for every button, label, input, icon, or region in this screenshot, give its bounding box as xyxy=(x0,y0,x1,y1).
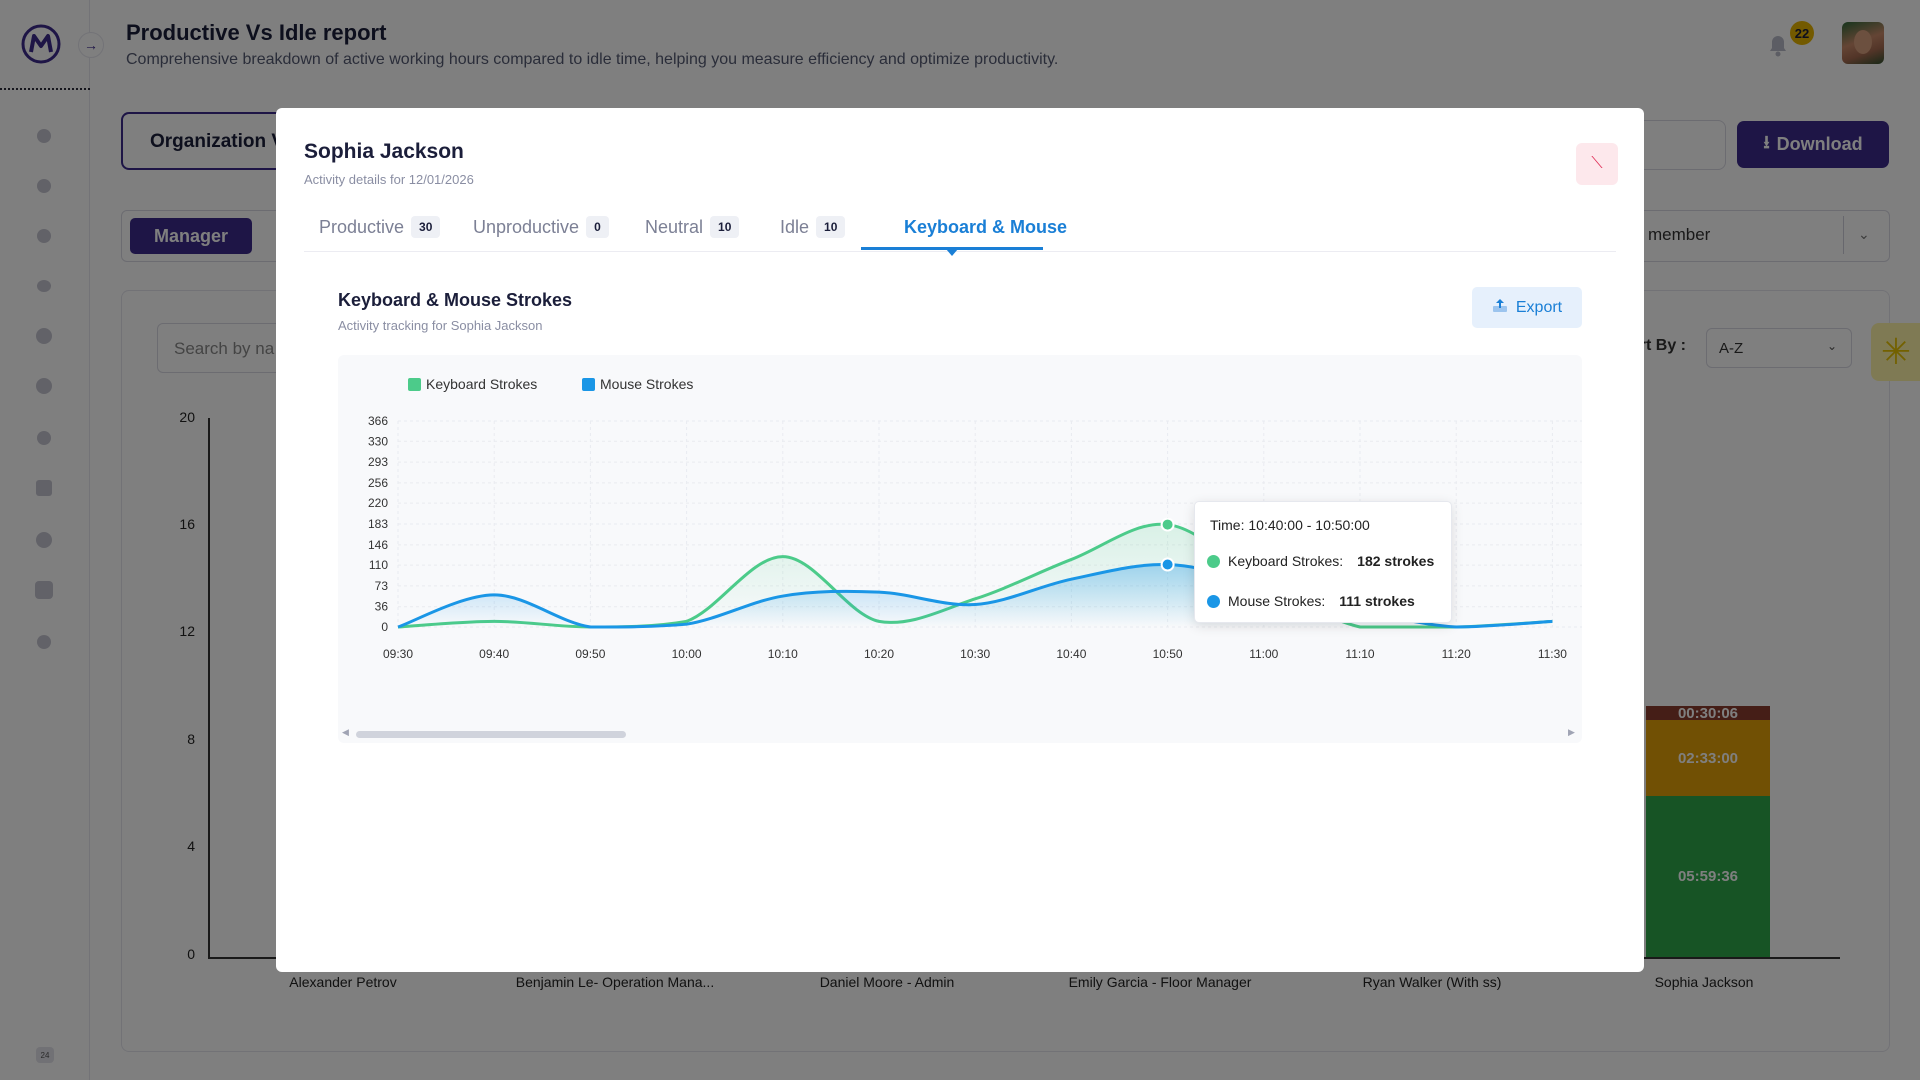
activity-tabs: Productive 30 Unproductive 0 Neutral 10 … xyxy=(304,210,1616,252)
y-tick-label: 36 xyxy=(375,600,389,614)
x-tick-label: 10:00 xyxy=(672,647,702,661)
y-tick-label: 110 xyxy=(369,558,388,572)
tooltip-time: Time: 10:40:00 - 10:50:00 xyxy=(1210,517,1370,533)
tab-label: Unproductive xyxy=(473,217,580,237)
x-tick-label: 10:20 xyxy=(864,647,894,661)
tooltip-mouse-label: Mouse Strokes: xyxy=(1228,593,1326,609)
scroll-left-icon[interactable]: ◀ xyxy=(342,727,349,737)
x-tick-label: 10:10 xyxy=(768,647,798,661)
tab-count: 10 xyxy=(816,216,846,238)
tab-label: Idle xyxy=(780,217,810,237)
keyboard-legend-swatch xyxy=(408,378,421,391)
y-tick-label: 366 xyxy=(368,414,388,428)
y-tick-label: 0 xyxy=(381,620,388,634)
x-tick-label: 11:10 xyxy=(1345,647,1374,661)
section-subtitle: Activity tracking for Sophia Jackson xyxy=(338,318,543,333)
keyboard-hover-point xyxy=(1160,517,1175,532)
x-tick-label: 11:00 xyxy=(1249,647,1278,661)
mouse-hover-point xyxy=(1160,557,1175,572)
chart-tooltip: Time: 10:40:00 - 10:50:00 Keyboard Strok… xyxy=(1194,501,1452,623)
active-tab-caret xyxy=(946,249,958,256)
tooltip-keyboard-row: Keyboard Strokes: 182 strokes xyxy=(1207,553,1434,569)
tab-neutral[interactable]: Neutral 10 xyxy=(645,210,740,252)
x-tick-label: 09:30 xyxy=(383,647,413,661)
modal-title: Sophia Jackson xyxy=(304,140,464,163)
x-tick-label: 09:50 xyxy=(575,647,605,661)
x-tick-label: 11:30 xyxy=(1538,647,1567,661)
export-label: Export xyxy=(1515,298,1563,316)
chart-scroll-thumb[interactable] xyxy=(356,731,626,738)
tab-count: 10 xyxy=(710,216,740,238)
tab-label: Keyboard & Mouse xyxy=(904,217,1068,237)
y-tick-label: 330 xyxy=(368,434,388,448)
y-tick-label: 183 xyxy=(368,517,388,531)
y-tick-label: 293 xyxy=(368,455,388,469)
section-title: Keyboard & Mouse Strokes xyxy=(338,290,573,310)
y-tick-label: 73 xyxy=(375,579,389,593)
tab-productive[interactable]: Productive 30 xyxy=(319,210,441,252)
tab-unproductive[interactable]: Unproductive 0 xyxy=(473,210,609,252)
x-tick-label: 09:40 xyxy=(479,647,509,661)
x-tick-label: 10:30 xyxy=(960,647,990,661)
active-tab-indicator xyxy=(861,247,1043,250)
tab-count: 30 xyxy=(411,216,441,238)
tab-label: Productive xyxy=(319,217,405,237)
tab-idle[interactable]: Idle 10 xyxy=(780,210,846,252)
tab-label: Neutral xyxy=(645,217,704,237)
y-tick-label: 256 xyxy=(368,476,388,490)
tooltip-keyboard-label: Keyboard Strokes: xyxy=(1228,553,1344,569)
tooltip-keyboard-value: 182 strokes xyxy=(1357,553,1435,569)
keyboard-dot-icon xyxy=(1207,554,1220,568)
mouse-dot-icon xyxy=(1207,594,1220,608)
tab-keyboard-mouse[interactable]: Keyboard & Mouse xyxy=(904,210,1067,252)
upload-icon xyxy=(1492,297,1508,318)
x-tick-label: 10:40 xyxy=(1056,647,1086,661)
keyboard-legend-label: Keyboard Strokes xyxy=(426,376,537,392)
y-tick-label: 146 xyxy=(368,538,388,552)
modal-date: Activity details for 12/01/2026 xyxy=(304,172,474,187)
x-tick-label: 11:20 xyxy=(1442,647,1471,661)
close-button[interactable]: ⟍ xyxy=(1576,143,1618,185)
tooltip-mouse-value: 111 strokes xyxy=(1339,593,1415,609)
tooltip-mouse-row: Mouse Strokes: 111 strokes xyxy=(1207,593,1415,609)
activity-modal: Sophia Jackson Activity details for 12/0… xyxy=(276,108,1644,972)
x-tick-label: 10:50 xyxy=(1153,647,1183,661)
mouse-legend-label: Mouse Strokes xyxy=(600,376,693,392)
mouse-legend-swatch xyxy=(582,378,595,391)
scroll-right-icon[interactable]: ▶ xyxy=(1568,727,1575,737)
tab-count: 0 xyxy=(586,216,609,238)
export-button[interactable]: Export xyxy=(1472,287,1582,328)
y-tick-label: 220 xyxy=(368,496,388,510)
close-icon: ⟍ xyxy=(1591,155,1603,172)
